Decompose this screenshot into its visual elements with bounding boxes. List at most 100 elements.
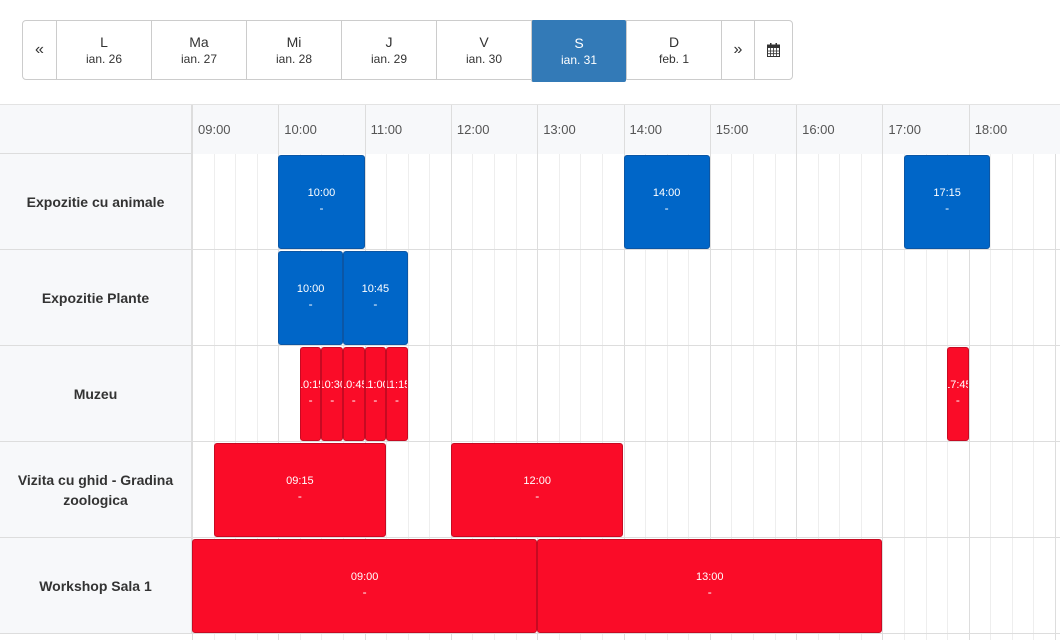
hour-label: 17:00	[882, 105, 968, 154]
grid-line	[817, 154, 819, 640]
day-letter: V	[479, 33, 489, 50]
event-subtitle: -	[330, 393, 335, 407]
event-block[interactable]: 09:15 -	[213, 443, 387, 537]
grid-line	[688, 154, 690, 640]
grid-line	[925, 154, 927, 640]
event-time: 10:00	[307, 187, 336, 199]
day-tab-ma[interactable]: Ma ian. 27	[151, 21, 246, 79]
grid-line	[429, 154, 431, 640]
event-time: 12:00	[523, 475, 551, 487]
grid-line	[839, 154, 841, 640]
time-header: 09:00 10:00 11:00 12:00 13:00 14:00 15:00 16:00…	[192, 105, 1060, 154]
day-date: ian. 28	[275, 51, 313, 66]
event-subtitle: -	[535, 489, 540, 503]
hour-label: 14:00	[623, 105, 710, 154]
grid-line	[235, 154, 237, 640]
hour-label: 18:00	[968, 105, 1055, 154]
event-subtitle: -	[373, 297, 378, 311]
grid-line	[666, 154, 668, 640]
event-block[interactable]: 09:00 -	[192, 539, 538, 633]
day-date: ian. 27	[180, 51, 218, 66]
event-time: 10:45	[361, 283, 390, 295]
event-block[interactable]: 10:45 -	[343, 347, 365, 441]
event-block[interactable]: 13:00 -	[537, 539, 883, 633]
grid-line	[1055, 154, 1056, 640]
timeline-grid: 10:00-14:00-17:15-10:00-10:45-10:15-10:3…	[192, 154, 1060, 640]
day-letter: L	[100, 33, 108, 50]
day-date: ian. 31	[560, 52, 598, 67]
calendar-icon	[767, 43, 780, 57]
event-block[interactable]: 11:00 -	[364, 347, 387, 441]
grid-line	[580, 154, 582, 640]
resource-label: Workshop Sala 1	[0, 538, 192, 634]
hour-label: 12:00	[450, 105, 537, 154]
grid-line	[213, 154, 215, 640]
event-block[interactable]: 17:45 -	[947, 347, 969, 441]
day-date: feb. 1	[658, 51, 690, 66]
day-letter: S	[574, 34, 584, 51]
hour-label: 11:00	[364, 105, 451, 154]
grid-line	[450, 154, 452, 640]
event-block[interactable]: 10:30 -	[321, 347, 343, 441]
event-time: 17:15	[933, 187, 961, 199]
grid-line	[515, 154, 517, 640]
day-tab-mi[interactable]: Mi ian. 28	[246, 21, 341, 79]
next-week-button[interactable]: »	[721, 21, 754, 79]
event-subtitle: -	[362, 585, 367, 599]
grid-line	[1011, 154, 1013, 640]
event-time: 14:00	[652, 187, 681, 199]
row-divider	[192, 345, 1060, 346]
grid-line	[990, 154, 992, 640]
grid-line	[645, 154, 647, 640]
event-block[interactable]: 10:45 -	[343, 251, 408, 345]
hour-label: 10:00	[278, 105, 364, 154]
event-time: 09:15	[286, 475, 314, 487]
grid-line	[601, 154, 603, 640]
event-subtitle: -	[308, 297, 313, 311]
grid-line	[903, 154, 905, 640]
grid-line	[278, 154, 280, 640]
event-block[interactable]: 14:00 -	[623, 155, 710, 249]
grid-line	[882, 154, 884, 640]
event-block[interactable]: 11:15 -	[386, 347, 408, 441]
event-subtitle: -	[351, 393, 356, 407]
day-date: ian. 26	[85, 51, 123, 66]
resource-label: Expozitie cu animale	[0, 154, 192, 250]
event-time: 10:30	[322, 379, 342, 391]
resource-label: Muzeu	[0, 346, 192, 442]
grid-line	[1033, 154, 1035, 640]
grid-line	[860, 154, 862, 640]
event-time: 13:00	[696, 571, 724, 583]
event-time: 10:00	[296, 283, 325, 295]
day-letter: D	[668, 33, 680, 50]
grid-line	[774, 154, 776, 640]
event-subtitle: -	[707, 585, 712, 599]
event-subtitle: -	[664, 201, 669, 215]
row-divider	[192, 537, 1060, 538]
grid-line	[752, 154, 754, 640]
prev-week-button[interactable]: «	[35, 41, 44, 58]
event-time: 11:00	[366, 379, 386, 391]
event-subtitle: -	[955, 393, 960, 407]
grid-line	[494, 154, 496, 640]
day-date: ian. 29	[370, 51, 408, 66]
event-subtitle: -	[308, 393, 313, 407]
event-block[interactable]: 12:00 -	[450, 443, 624, 537]
day-letter: Mi	[286, 33, 302, 50]
event-block[interactable]: 17:15 -	[903, 155, 991, 249]
event-time: 11:15	[387, 379, 407, 391]
grid-line	[731, 154, 733, 640]
grid-line	[256, 154, 258, 640]
row-divider	[192, 633, 1060, 634]
event-subtitle: -	[373, 393, 378, 407]
event-block[interactable]: 10:00 -	[278, 251, 344, 345]
calendar-button[interactable]	[754, 21, 792, 79]
event-block[interactable]: 10:00 -	[278, 155, 365, 249]
event-block[interactable]: 10:15 -	[299, 347, 322, 441]
